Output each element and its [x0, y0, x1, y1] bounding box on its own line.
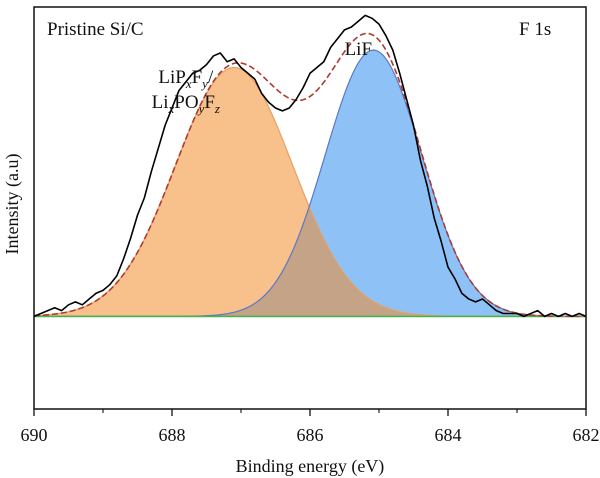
lipf-annotation-line1: LiPxFy/: [158, 67, 214, 91]
fit-envelope-line: [33, 32, 586, 318]
x-tick-label-684: 684: [435, 425, 462, 445]
x-tick-label-686: 686: [297, 425, 324, 445]
lif-annotation: LiF: [345, 39, 372, 60]
x-tick-label-682: 682: [573, 425, 600, 445]
peak-annotations: LiPxFy/LixPOyFz LiF: [152, 39, 372, 116]
peak-fill-2: [34, 50, 586, 317]
peak-fill-1: [34, 67, 586, 317]
region-label: F 1s: [519, 19, 551, 40]
peak-fills: [34, 50, 586, 317]
y-axis-title: Intensity (a.u): [2, 154, 23, 255]
sample-label: Pristine Si/C: [47, 19, 144, 40]
spectrum-lines: [33, 14, 587, 318]
peak-overlap-fill: [34, 208, 586, 317]
x-tick-label-688: 688: [159, 425, 186, 445]
x-axis-ticks: 690 688 686 684 682: [21, 409, 600, 445]
raw-spectrum-line: [33, 14, 587, 318]
lipf-annotation-line2: LixPOyFz: [152, 92, 220, 116]
x-tick-label-690: 690: [21, 425, 48, 445]
x-axis-title: Binding energy (eV): [236, 456, 385, 477]
